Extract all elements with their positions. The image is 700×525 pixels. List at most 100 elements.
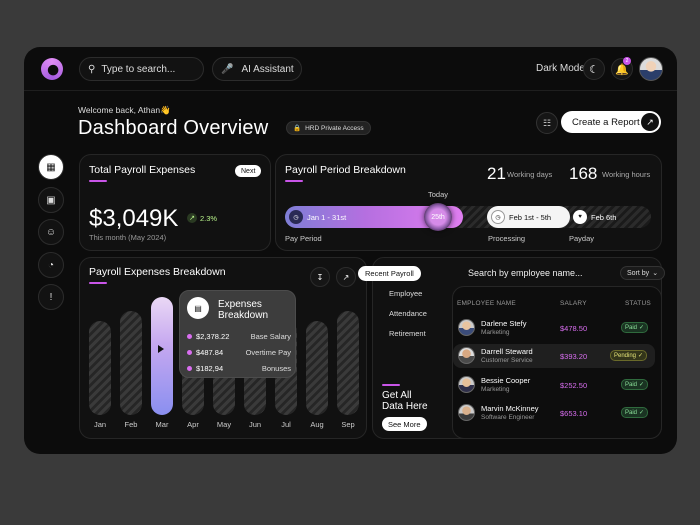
employee-name: Bessie Cooper: [481, 376, 531, 385]
title-underline: [285, 180, 303, 182]
payday-date: Feb 6th: [591, 213, 617, 222]
get-all-text: Get All Data Here: [382, 390, 428, 412]
status-badge: Pending ✓: [610, 350, 648, 361]
user-avatar[interactable]: [639, 57, 663, 81]
tab-employee[interactable]: Employee: [389, 289, 423, 298]
chart-bar-feb[interactable]: [120, 311, 142, 415]
tab-recent-payroll[interactable]: Recent Payroll: [358, 266, 421, 281]
employee-department: Customer Service: [481, 357, 533, 364]
users-icon: ☺: [45, 226, 57, 238]
today-label: Today: [428, 190, 449, 199]
status-badge: Paid ✓: [621, 379, 649, 390]
table-row[interactable]: Darrell Steward Customer Service $393.20…: [453, 344, 655, 368]
total-payroll-title: Total Payroll Expenses: [89, 164, 196, 176]
title-underline: [89, 180, 107, 182]
processing-label: Processing: [488, 234, 526, 243]
pay-period-range: Jan 1 - 31st: [307, 213, 347, 222]
total-payroll-amount: $3,049K: [89, 205, 179, 232]
tooltip-label: Overtime Pay: [245, 348, 291, 357]
working-days-label: Working days: [507, 170, 553, 179]
create-report-button[interactable]: Create a Report ↗: [561, 111, 661, 133]
check-icon: ✓: [639, 325, 645, 331]
table-row[interactable]: Marvin McKinney Software Engineer $653.1…: [453, 401, 678, 425]
employee-salary: $478.50: [560, 324, 588, 333]
welcome-text: Welcome back, Athan👋: [78, 105, 171, 115]
series-dot: [187, 350, 192, 355]
payroll-period-card: [275, 154, 662, 251]
chevron-down-icon: ⌄: [652, 270, 659, 277]
status-text: Paid: [625, 409, 638, 416]
chart-bar-aug[interactable]: [306, 321, 328, 415]
expand-button[interactable]: ↗: [336, 267, 356, 287]
employee-search-input[interactable]: Search by employee name...: [468, 268, 583, 278]
arrow-up-right-icon: ↗: [342, 272, 350, 282]
tooltip-value: $182,94: [196, 364, 224, 373]
document-icon: ▤: [187, 297, 209, 319]
search-placeholder: Type to search...: [101, 63, 176, 75]
chart-bar-mar[interactable]: [151, 297, 173, 415]
status-badge: Paid ✓: [621, 322, 649, 333]
breakdown-title: Payroll Expenses Breakdown: [89, 266, 226, 278]
today-marker[interactable]: 25th: [424, 203, 452, 231]
payroll-period-title: Payroll Period Breakdown: [285, 164, 406, 176]
chart-tick-label: Feb: [124, 420, 138, 429]
bell-icon: 🔔: [615, 63, 629, 76]
trend-up-icon: ↗: [187, 213, 197, 223]
status-text: Paid: [625, 381, 638, 388]
get-all-line-1: Get All: [382, 390, 412, 401]
table-row[interactable]: Bessie Cooper Marketing $252.50 Paid ✓: [453, 373, 678, 397]
employee-name: Darrell Steward: [481, 347, 533, 356]
tab-retirement[interactable]: Retirement: [389, 329, 426, 338]
series-dot: [187, 334, 192, 339]
app-logo-icon[interactable]: [41, 58, 63, 80]
notification-badge: 2: [623, 57, 631, 65]
create-report-label: Create a Report: [572, 116, 640, 128]
sidebar-item-dashboard[interactable]: ▦: [38, 154, 64, 180]
employee-salary: $653.10: [560, 409, 588, 418]
tab-attendance[interactable]: Attendance: [389, 309, 427, 318]
moon-icon: ☾: [589, 63, 599, 76]
series-dot: [187, 366, 192, 371]
next-button[interactable]: Next: [235, 165, 262, 177]
sidebar-item-alerts[interactable]: !: [38, 284, 64, 310]
payroll-timeline: ◷ Jan 1 - 31st ◷ Feb 1st - 5th ♥ Feb 6th: [285, 206, 651, 228]
working-hours-label: Working hours: [602, 170, 651, 179]
pie-chart-icon: ◔: [47, 259, 55, 271]
pay-period-label: Pay Period: [285, 234, 322, 243]
search-input[interactable]: ⚲ Type to search...: [79, 57, 204, 81]
avatar: [458, 319, 475, 336]
check-icon: ✓: [638, 353, 644, 359]
sidebar-item-reports[interactable]: ◔: [38, 252, 64, 278]
layout-settings-button[interactable]: ☷: [536, 112, 558, 134]
avatar: [458, 347, 475, 364]
tooltip-title-line-2: Breakdown: [218, 310, 269, 321]
dark-mode-toggle[interactable]: ☾: [583, 58, 605, 80]
sort-dropdown[interactable]: Sort by ⌄: [620, 266, 666, 280]
search-icon: ⚲: [88, 63, 96, 75]
wallet-icon: ▣: [46, 194, 56, 206]
chart-bar-sep[interactable]: [337, 311, 359, 415]
check-icon: ✓: [639, 410, 645, 416]
see-more-button[interactable]: See More: [382, 417, 427, 431]
top-bar: ⚲ Type to search... 🎤 AI Assistant Dark …: [24, 47, 677, 91]
heart-icon: ♥: [573, 210, 587, 224]
tooltip-value: $2,378.22: [196, 332, 230, 341]
pointer-cursor-icon: [158, 345, 164, 353]
trend-value: 2.3%: [200, 213, 218, 223]
chart-bar-jan[interactable]: [89, 321, 111, 415]
status-text: Paid: [625, 324, 638, 331]
table-row[interactable]: Darlene Stefy Marketing $478.50 Paid ✓: [453, 316, 678, 340]
chart-tick-label: Apr: [187, 420, 199, 429]
chart-tick-label: Sep: [341, 420, 355, 429]
chart-tick-label: Jul: [281, 420, 291, 429]
chart-tick-label: Jan: [93, 420, 107, 429]
employee-department: Marketing: [481, 329, 510, 336]
sidebar-item-wallet[interactable]: ▣: [38, 187, 64, 213]
get-all-line-2: Data Here: [382, 401, 428, 412]
sidebar-item-users[interactable]: ☺: [38, 219, 64, 245]
avatar: [458, 404, 475, 421]
get-all-underline: [382, 384, 400, 386]
ai-assistant-button[interactable]: 🎤 AI Assistant: [212, 57, 302, 81]
download-button[interactable]: ↧: [310, 267, 330, 287]
processing-range: Feb 1st - 5th: [509, 213, 552, 222]
